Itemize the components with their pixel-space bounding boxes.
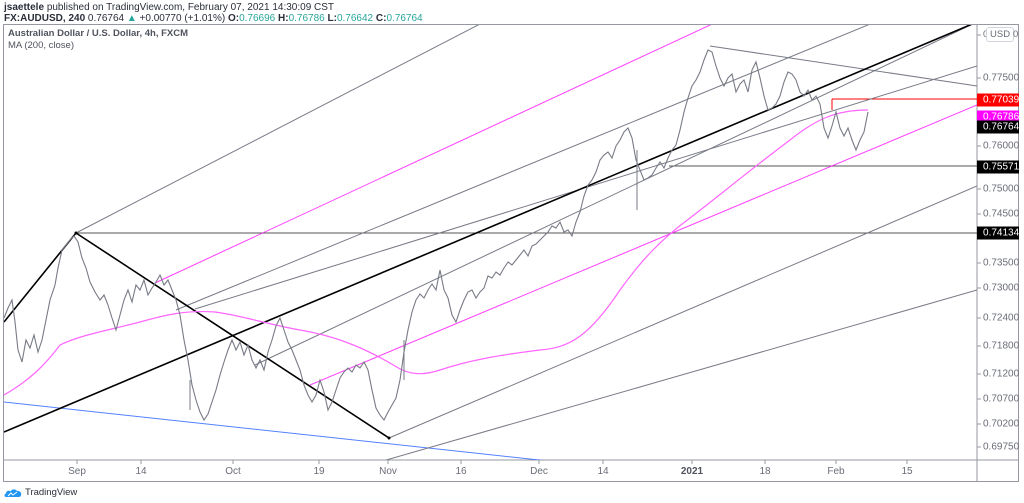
open-label: O:	[227, 13, 240, 24]
tradingview-brand[interactable]: TradingView	[4, 487, 77, 498]
price-tick: 0.69750	[983, 441, 1020, 453]
low-label: L:	[327, 13, 337, 24]
price-tag-last: 0.76764	[977, 120, 1019, 134]
axis-zero-right: 0	[1013, 29, 1019, 40]
price-tick: 0.70700	[983, 393, 1020, 405]
last-price: 0.76764	[87, 13, 125, 24]
close-label: C:	[375, 13, 387, 24]
price-tick: 0.73500	[983, 257, 1020, 269]
chart-legend-title[interactable]: Australian Dollar / U.S. Dollar, 4h, FXC…	[8, 28, 189, 39]
black-trendlines[interactable]	[4, 22, 977, 439]
time-tick: 14	[135, 466, 147, 477]
publish-info: jsaettele published on TradingView.com, …	[4, 2, 334, 13]
price-series[interactable]	[4, 49, 869, 422]
price-tick: 0.76000	[983, 140, 1020, 152]
price-tick: 0.73000	[983, 282, 1020, 294]
price-tick: 0.75000	[983, 183, 1020, 195]
time-tick: 14	[597, 466, 609, 477]
brand-name: TradingView	[25, 487, 78, 498]
ma-200-line[interactable]	[4, 109, 869, 396]
published-text: published on TradingView.com, February 0…	[46, 2, 335, 13]
symbol-info-bar: FX:AUDUSD, 240 0.76764 ▲ +0.00770 (+1.01…	[4, 13, 423, 24]
time-tick: 19	[313, 466, 325, 477]
blue-trendline[interactable]	[4, 401, 548, 461]
high-value: 0.76786	[288, 13, 325, 24]
gray-channel-lines[interactable]	[4, 0, 977, 503]
price-wicks	[189, 150, 638, 410]
time-tick: 16	[455, 466, 467, 477]
triangle-up-icon: ▲	[126, 13, 137, 24]
time-tick: 15	[901, 466, 913, 477]
price-tick: 0.74500	[983, 208, 1020, 220]
price-tick: 0.72400	[983, 312, 1020, 324]
indicator-legend[interactable]: MA (200, close)	[8, 40, 74, 51]
time-tick: Oct	[225, 466, 241, 477]
high-label: H:	[278, 13, 289, 24]
time-tick: Dec	[530, 466, 548, 477]
price-tick: 0.71800	[983, 340, 1020, 352]
pivot-marker[interactable]	[387, 436, 391, 440]
price-tag-level: 0.74134	[977, 226, 1019, 240]
time-tick: Feb	[827, 466, 845, 477]
open-value: 0.76696	[239, 13, 276, 24]
publisher-name[interactable]: jsaettele	[4, 2, 45, 13]
time-axis-ticks	[76, 460, 908, 464]
price-tag-red-level: 0.77039	[977, 93, 1019, 107]
tradingview-cloud-icon	[4, 488, 22, 497]
time-tick: Nov	[379, 466, 397, 477]
symbol-label: FX:AUDUSD, 240	[4, 13, 86, 24]
time-tick-year: 2021	[680, 466, 704, 477]
pivot-marker[interactable]	[74, 231, 78, 235]
price-change: +0.00770 (+1.01%)	[139, 13, 226, 24]
price-tick: 0.71200	[983, 368, 1020, 380]
axis-zero-left: 0	[983, 29, 988, 40]
price-tick: 0.70200	[983, 418, 1020, 430]
time-tick: 18	[759, 466, 771, 477]
price-tag-level: 0.75571	[977, 160, 1019, 174]
price-axis-ticks	[977, 34, 981, 448]
price-tag-ma: 0.76786	[977, 110, 1019, 124]
currency-label[interactable]: USD	[986, 27, 1015, 42]
chart-frame[interactable]	[3, 24, 1019, 482]
magenta-channel-lines[interactable]	[154, 0, 977, 386]
time-tick: Sep	[68, 466, 86, 477]
price-tick: 0.77500	[983, 72, 1020, 84]
low-value: 0.76642	[336, 13, 374, 24]
close-value: 0.76764	[386, 13, 423, 24]
